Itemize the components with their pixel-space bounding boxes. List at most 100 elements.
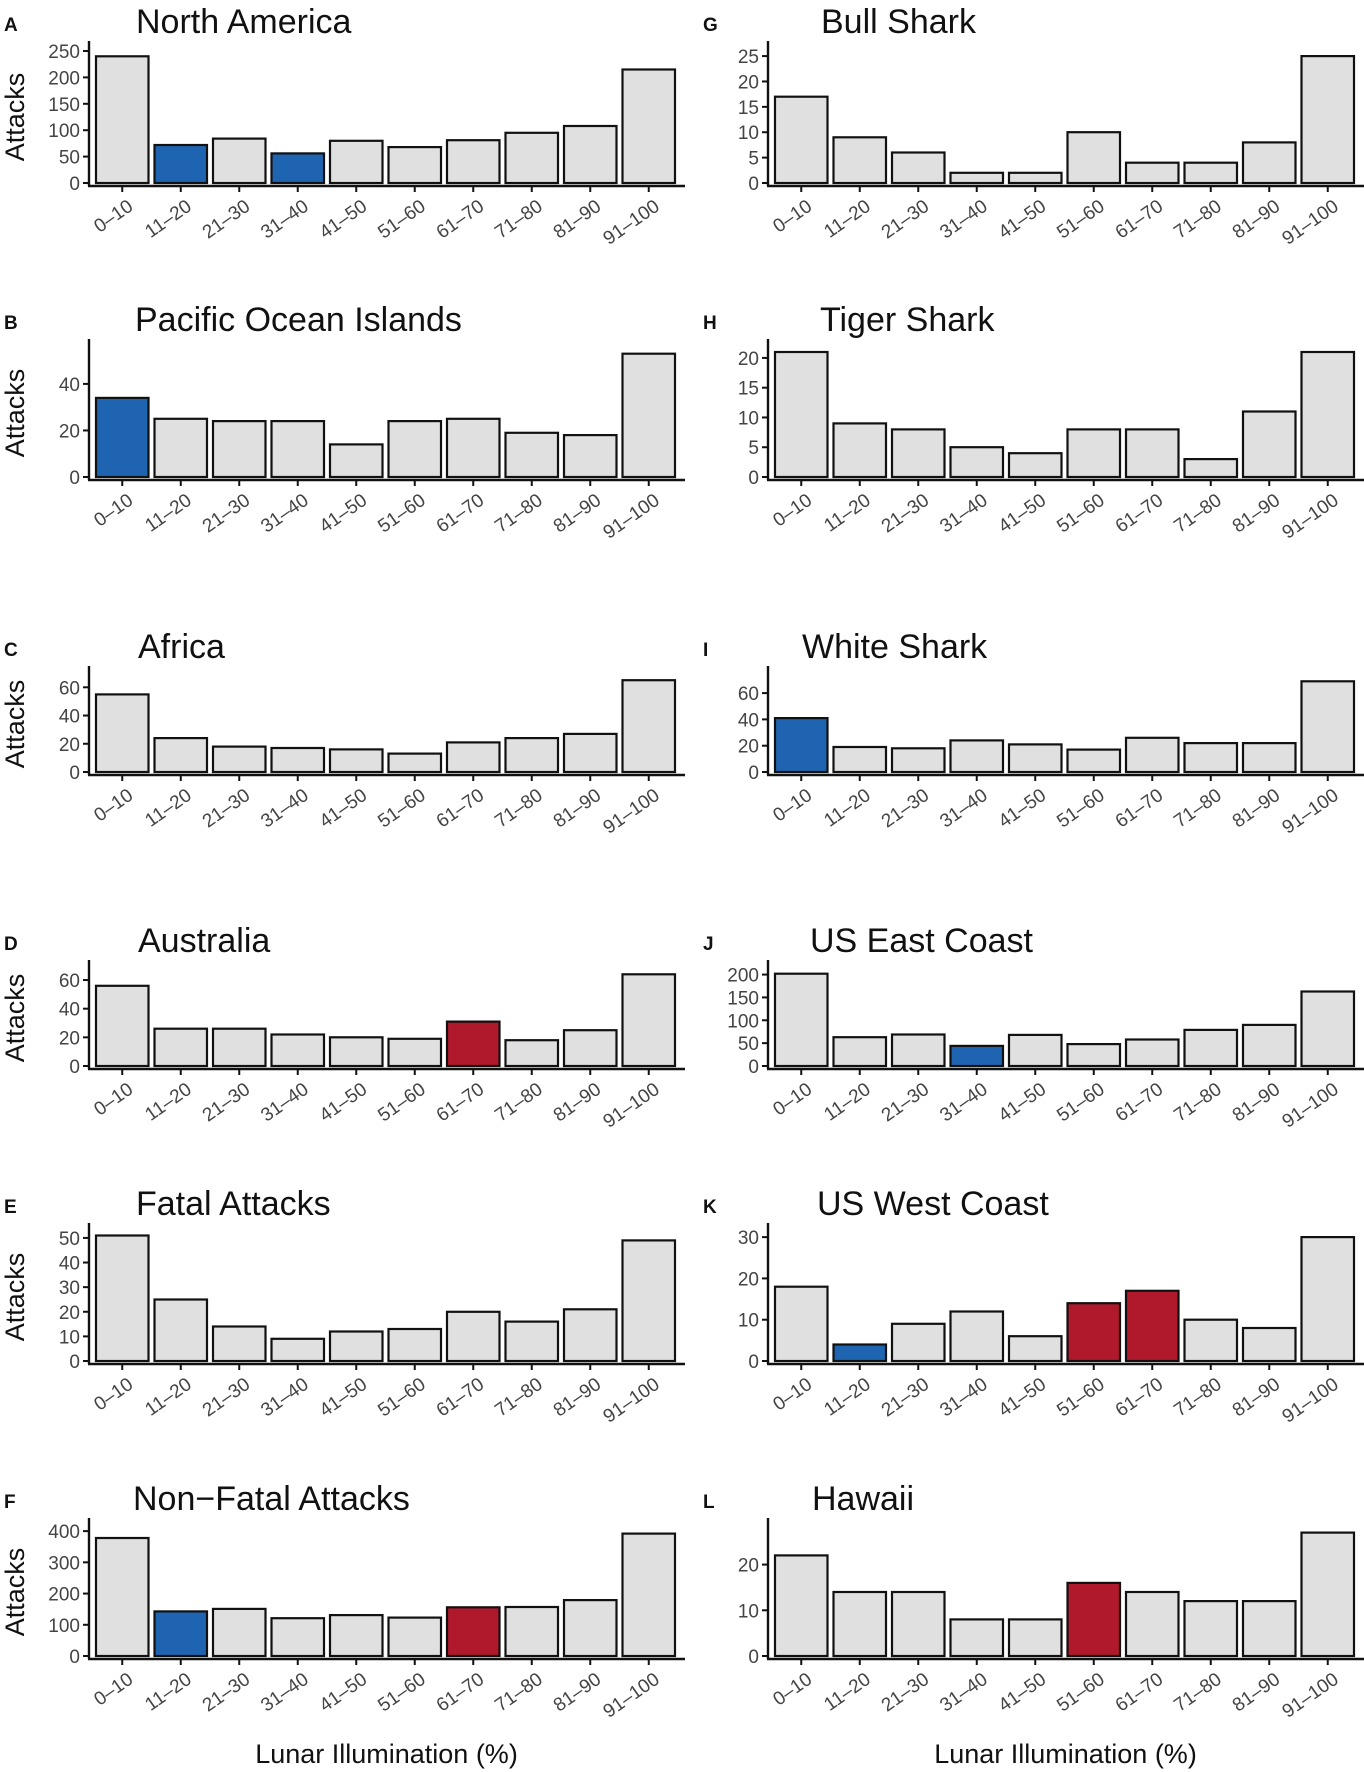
panel-b: B Pacific Ocean Islands Attacks 0 20 40 0–10 11…	[0, 301, 685, 543]
y-tick-label: 0	[69, 174, 80, 195]
bar-31–40	[949, 1310, 1005, 1363]
x-tick-label: 21–30	[878, 1669, 933, 1717]
bar-51–60	[1066, 748, 1122, 774]
bar-51–60	[1066, 1042, 1122, 1068]
bar-31–40	[949, 446, 1005, 479]
panel-title: US East Coast	[810, 922, 1034, 960]
bar-41–50	[328, 1330, 384, 1363]
x-tick-label: 11–20	[141, 490, 195, 537]
panel-title: Fatal Attacks	[136, 1185, 331, 1223]
x-tick-label: 21–30	[878, 196, 933, 244]
x-tick-label: 71–80	[1170, 785, 1225, 833]
bar-41–50	[328, 443, 384, 479]
bar-31–40	[270, 420, 326, 479]
x-tick-label: 31–40	[936, 1079, 991, 1127]
bar-91–100	[621, 68, 677, 185]
bar-51–60	[1066, 1581, 1122, 1658]
y-tick-label: 0	[748, 1647, 759, 1668]
bar-71–80	[1183, 741, 1239, 774]
bar-31–40	[949, 1618, 1005, 1658]
x-tick-label: 41–50	[995, 1374, 1050, 1422]
bar-91–100	[1300, 350, 1356, 479]
bar-21–30	[211, 745, 267, 774]
bar-81–90	[1241, 410, 1297, 479]
x-tick-label: 91–100	[600, 1374, 664, 1428]
y-tick-label: 20	[738, 349, 759, 370]
bar-0–10	[773, 1285, 829, 1363]
panel-title: Africa	[138, 628, 225, 666]
bar-21–30	[211, 1325, 267, 1363]
y-tick-label: 5	[748, 149, 759, 170]
x-tick-label: 21–30	[199, 785, 254, 833]
x-tick-label: 0–10	[90, 1374, 137, 1415]
y-axis-label: Attacks	[0, 73, 30, 162]
bar-21–30	[890, 428, 946, 479]
y-tick-label: 30	[738, 1228, 759, 1249]
x-tick-label: 11–20	[820, 196, 874, 243]
x-tick-label: 91–100	[600, 785, 664, 839]
y-tick-label: 5	[748, 438, 759, 459]
x-tick-label: 91–100	[1279, 490, 1343, 544]
bar-81–90	[562, 1308, 618, 1363]
x-tick-label: 51–60	[1053, 1669, 1108, 1717]
x-tick-label: 21–30	[199, 1374, 254, 1422]
panel-letter: H	[703, 313, 717, 334]
x-tick-label: 0–10	[90, 1669, 137, 1710]
panel-d: D Australia Attacks 0 20 40 60 0–10 11–20 21–30 31…	[0, 922, 685, 1132]
x-tick-label: 81–90	[1229, 1374, 1284, 1422]
bar-81–90	[1241, 1599, 1297, 1658]
bar-81–90	[1241, 141, 1297, 185]
y-tick-label: 150	[48, 95, 80, 116]
y-axis-label: Attacks	[0, 1548, 30, 1637]
x-tick-label: 61–70	[1112, 1669, 1167, 1717]
y-tick-label: 50	[738, 1034, 759, 1055]
bar-41–50	[328, 139, 384, 185]
bar-31–40	[270, 1617, 326, 1658]
bar-61–70	[445, 1310, 501, 1363]
y-tick-label: 20	[59, 421, 80, 442]
panel-letter: L	[703, 1492, 715, 1513]
x-tick-label: 81–90	[550, 785, 605, 833]
y-tick-label: 10	[738, 1601, 759, 1622]
y-axis-label: Attacks	[0, 369, 30, 458]
panel-c: C Africa Attacks 0 20 40 60 0–10 11–20 21–30 31–40…	[0, 628, 685, 838]
bar-61–70	[445, 1020, 501, 1068]
panel-i: I White Shark 0 20 40 60 0–10 11–20 21–30 31–40 41…	[703, 628, 1364, 838]
x-tick-label: 51–60	[1053, 785, 1108, 833]
bar-11–20	[832, 136, 888, 185]
bar-21–30	[211, 137, 267, 185]
bar-81–90	[1241, 1326, 1297, 1363]
bar-31–40	[949, 1044, 1005, 1068]
bar-91–100	[1300, 1531, 1356, 1658]
y-tick-label: 300	[48, 1553, 80, 1574]
panel-f: F Non−Fatal Attacks Attacks 0 100 200 300 400 0–…	[0, 1480, 685, 1722]
x-tick-label: 21–30	[878, 1374, 933, 1422]
bar-51–60	[387, 146, 443, 185]
bar-31–40	[270, 746, 326, 774]
x-tick-label: 91–100	[1279, 785, 1343, 839]
y-tick-label: 0	[748, 468, 759, 489]
panel-title: Tiger Shark	[820, 301, 995, 339]
bar-0–10	[773, 716, 829, 774]
bar-71–80	[1183, 458, 1239, 479]
y-tick-label: 40	[59, 1254, 80, 1275]
bar-31–40	[270, 1033, 326, 1068]
x-tick-label: 31–40	[936, 785, 991, 833]
bar-0–10	[773, 972, 829, 1068]
y-tick-label: 150	[727, 988, 759, 1009]
y-tick-label: 20	[738, 1269, 759, 1290]
x-tick-label: 91–100	[600, 490, 664, 544]
bar-91–100	[621, 1532, 677, 1658]
x-tick-label: 31–40	[936, 490, 991, 538]
x-tick-label: 51–60	[374, 196, 429, 244]
bar-21–30	[890, 151, 946, 185]
x-tick-label: 81–90	[1229, 785, 1284, 833]
panel-letter: K	[703, 1197, 717, 1218]
bar-0–10	[94, 1234, 150, 1363]
bar-41–50	[1007, 1618, 1063, 1658]
y-tick-label: 0	[748, 1057, 759, 1078]
bar-51–60	[387, 752, 443, 774]
x-tick-label: 11–20	[141, 1374, 195, 1421]
